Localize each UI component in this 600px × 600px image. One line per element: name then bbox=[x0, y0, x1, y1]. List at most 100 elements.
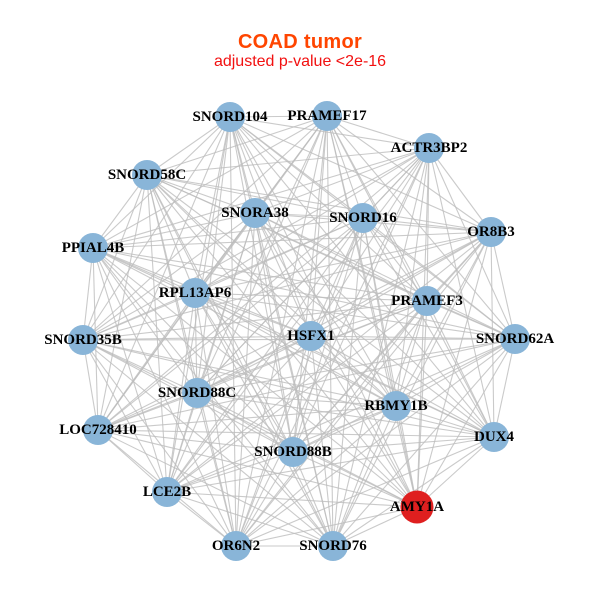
edge bbox=[229, 116, 312, 337]
edge bbox=[395, 231, 492, 407]
edge bbox=[194, 292, 397, 407]
node-label-snora38: SNORA38 bbox=[221, 205, 289, 221]
edge bbox=[166, 212, 256, 493]
edge bbox=[332, 300, 428, 547]
edge bbox=[82, 231, 492, 341]
edge bbox=[235, 451, 294, 547]
edge bbox=[82, 212, 256, 341]
edge bbox=[310, 335, 495, 438]
edge bbox=[166, 338, 516, 493]
edge bbox=[235, 217, 364, 547]
node-label-snord104: SNORD104 bbox=[192, 109, 268, 125]
edge bbox=[254, 212, 294, 453]
edge bbox=[326, 115, 364, 219]
edge-layer bbox=[82, 115, 516, 547]
edge bbox=[292, 335, 312, 453]
edge bbox=[82, 292, 196, 341]
edge bbox=[92, 247, 418, 508]
edge bbox=[196, 335, 312, 394]
plot-title: COAD tumor bbox=[237, 31, 363, 53]
edge bbox=[82, 247, 94, 341]
edge bbox=[395, 405, 418, 508]
edge bbox=[235, 436, 495, 547]
edge bbox=[395, 338, 516, 407]
edge bbox=[194, 292, 334, 547]
edge bbox=[166, 217, 364, 493]
graph-node-snord62a bbox=[500, 324, 530, 354]
edge bbox=[310, 147, 430, 337]
edge bbox=[92, 116, 231, 249]
node-label-pramef17: PRAMEF17 bbox=[287, 108, 367, 124]
node-label-lce2b: LCE2B bbox=[143, 484, 191, 500]
edge bbox=[235, 300, 428, 547]
edge bbox=[196, 338, 516, 394]
edge bbox=[166, 491, 334, 547]
node-label-dux4: DUX4 bbox=[474, 429, 514, 445]
node-label-hsfx1: HSFX1 bbox=[287, 328, 335, 344]
edge bbox=[92, 231, 492, 249]
edge bbox=[254, 212, 397, 407]
edge bbox=[97, 429, 495, 438]
edge bbox=[97, 292, 196, 431]
graph-node-dux4 bbox=[479, 422, 509, 452]
node-label-snord58c: SNORD58C bbox=[108, 167, 186, 183]
edge bbox=[362, 217, 492, 233]
edge bbox=[362, 217, 418, 508]
edge bbox=[97, 217, 364, 431]
edge bbox=[97, 405, 397, 431]
edge bbox=[196, 392, 334, 547]
graph-node-or6n2 bbox=[221, 531, 251, 561]
node-label-actr3bp2: ACTR3BP2 bbox=[391, 140, 468, 156]
edge bbox=[97, 429, 334, 547]
edge bbox=[146, 174, 168, 493]
edge bbox=[97, 174, 148, 431]
edge bbox=[194, 292, 237, 547]
edge bbox=[292, 147, 430, 453]
graph-node-lce2b bbox=[152, 477, 182, 507]
edge bbox=[254, 212, 428, 302]
edge bbox=[326, 115, 430, 149]
edge bbox=[416, 338, 516, 508]
edge bbox=[292, 115, 328, 453]
graph-node-pramef17 bbox=[312, 101, 342, 131]
edge bbox=[146, 174, 312, 337]
edge bbox=[196, 392, 237, 547]
node-label-snord62a: SNORD62A bbox=[476, 331, 555, 347]
edge bbox=[426, 300, 495, 438]
edge bbox=[426, 300, 516, 340]
edge bbox=[196, 392, 294, 453]
edge bbox=[235, 212, 256, 547]
edge bbox=[146, 147, 430, 176]
edge bbox=[194, 292, 312, 337]
edge bbox=[82, 217, 364, 341]
graph-node-snord16 bbox=[348, 203, 378, 233]
edge bbox=[82, 116, 231, 341]
edge bbox=[92, 217, 364, 249]
node-label-snord88c: SNORD88C bbox=[158, 385, 236, 401]
edge bbox=[254, 212, 516, 340]
node-label-ppial4b: PPIAL4B bbox=[62, 240, 125, 256]
edge bbox=[166, 392, 198, 493]
edge bbox=[416, 147, 430, 508]
edge bbox=[332, 147, 430, 547]
edge bbox=[82, 339, 237, 547]
node-label-snord35b: SNORD35B bbox=[44, 332, 122, 348]
node-label-amy1a: AMY1A bbox=[390, 499, 444, 515]
graph-node-rpl13ap6 bbox=[180, 278, 210, 308]
edge bbox=[235, 338, 516, 547]
edge bbox=[229, 115, 328, 118]
node-label-snord88b: SNORD88B bbox=[254, 444, 332, 460]
edge bbox=[428, 147, 495, 438]
edge bbox=[428, 147, 492, 233]
edge bbox=[146, 174, 256, 214]
edge bbox=[97, 429, 418, 508]
edge bbox=[92, 247, 168, 493]
node-label-snord76: SNORD76 bbox=[299, 538, 367, 554]
edge bbox=[146, 174, 492, 233]
edge bbox=[146, 174, 294, 453]
graph-node-hsfx1 bbox=[296, 321, 326, 351]
edge bbox=[82, 335, 312, 341]
edge bbox=[292, 436, 495, 453]
